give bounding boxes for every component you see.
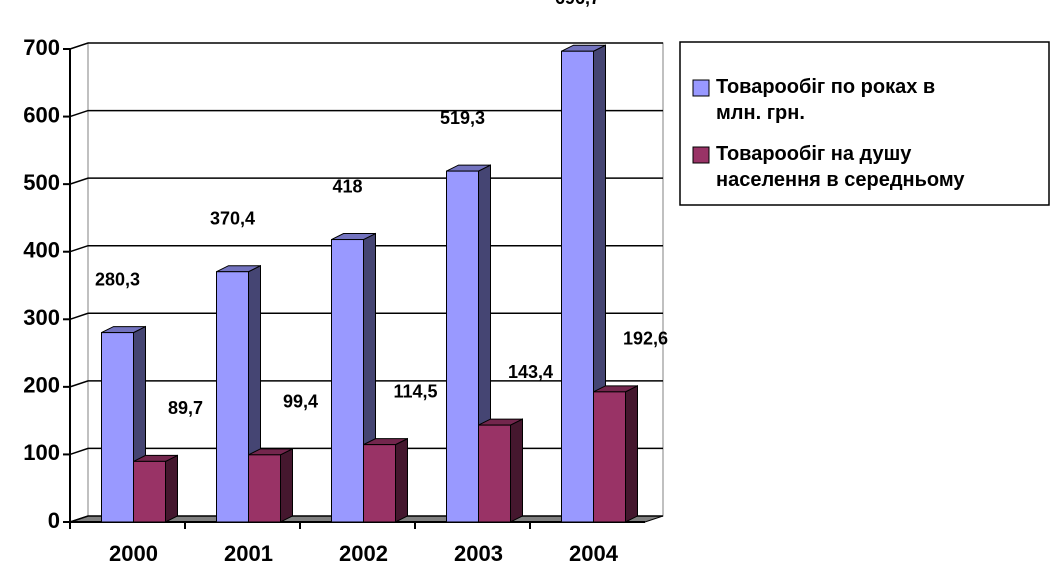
y-tick-label: 600 (23, 102, 60, 127)
y-tick-label: 400 (23, 238, 60, 263)
y-tick-label: 500 (23, 170, 60, 195)
bar-side (625, 385, 638, 523)
bar-side (165, 454, 178, 523)
legend-line: млн. грн. (716, 102, 805, 124)
side-wall (69, 42, 89, 523)
value-label: 143,4 (508, 362, 553, 382)
y-tick-label: 200 (23, 373, 60, 398)
value-label: 192,6 (623, 329, 668, 349)
x-tick-label: 2002 (339, 541, 388, 566)
bar-front (561, 50, 594, 523)
bar-front (133, 460, 166, 523)
value-label: 280,3 (95, 269, 140, 289)
bar (593, 385, 638, 523)
bar-side (510, 418, 523, 523)
value-label: 89,7 (168, 398, 203, 418)
bar (216, 264, 261, 523)
bar (133, 454, 178, 523)
bar (363, 437, 408, 523)
y-tick-label: 700 (23, 35, 60, 60)
bar (248, 448, 293, 523)
value-label: 99,4 (283, 392, 318, 412)
grid-line (69, 109, 663, 118)
value-label: 696,7 (555, 0, 600, 8)
y-tick-label: 100 (23, 440, 60, 465)
y-tick-label: 300 (23, 305, 60, 330)
bar (478, 418, 523, 523)
legend-swatch (692, 146, 710, 164)
value-label: 114,5 (393, 381, 437, 401)
bar-front (363, 444, 396, 523)
legend-label: Товарообіг на душу населення в середньому (716, 143, 965, 191)
value-label: 418 (332, 176, 362, 196)
bar-side (395, 437, 408, 523)
bar-side (280, 448, 293, 523)
bar-front (593, 391, 626, 523)
bar-front (331, 239, 364, 523)
x-tick-label: 2003 (454, 541, 503, 566)
legend-swatch (692, 79, 710, 97)
bar-front (101, 332, 134, 523)
bar-front (478, 424, 511, 523)
legend-box (679, 41, 1050, 206)
value-label: 519,3 (440, 108, 485, 128)
bar-front (216, 271, 249, 523)
value-label: 370,4 (210, 208, 255, 228)
x-tick-label: 2000 (109, 541, 158, 566)
grid-line (69, 42, 663, 50)
legend-label: Товарообіг по роках в млн. грн. (716, 76, 935, 124)
x-tick-label: 2004 (569, 541, 619, 566)
x-tick-label: 2001 (224, 541, 273, 566)
bar-front (248, 454, 281, 523)
legend-line: Товарообіг на душу (716, 143, 912, 165)
bar-front (446, 170, 479, 523)
legend-line: населення в середньому (716, 169, 965, 191)
y-tick-label: 0 (48, 508, 60, 533)
legend-line: Товарообіг по роках в (716, 76, 935, 98)
